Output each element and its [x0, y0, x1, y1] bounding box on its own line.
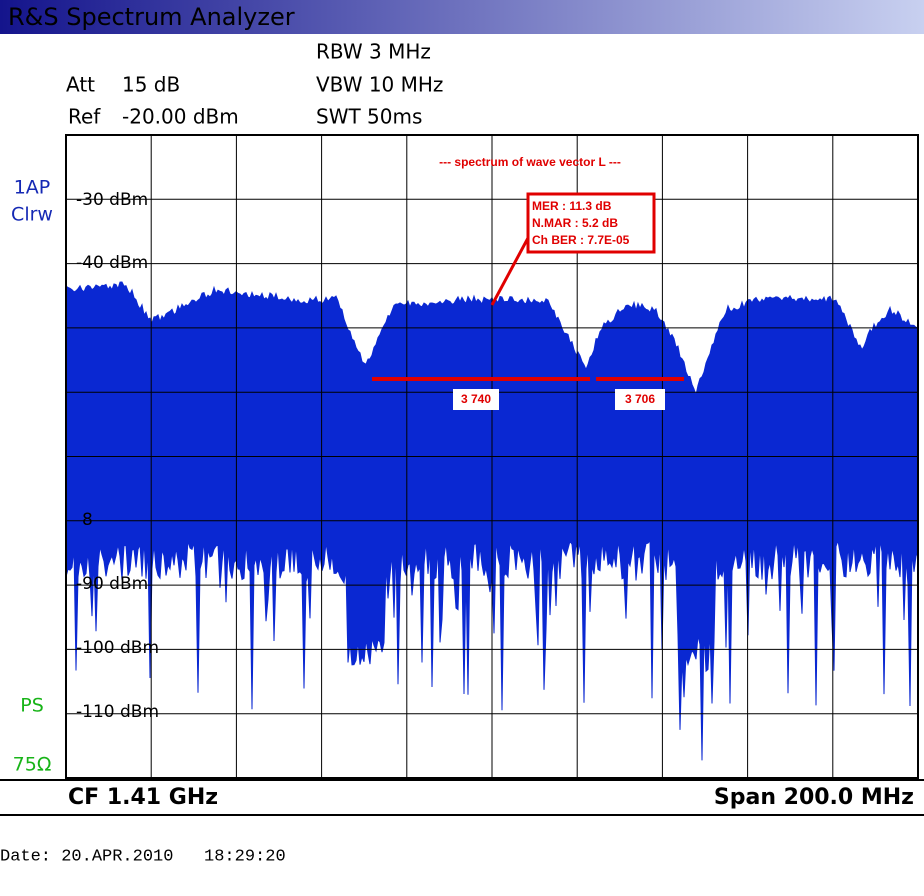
callout-line	[490, 237, 530, 306]
ref: Ref	[68, 105, 101, 129]
ref-value: -20.00 dBm	[122, 105, 239, 129]
annotation-title: --- spectrum of wave vector L ---	[439, 155, 621, 169]
y-label: -40 dBm	[76, 253, 148, 273]
measurement: MER : 11.3 dB	[532, 199, 612, 213]
y-label: -30 dBm	[76, 190, 148, 210]
y-label: -100 dBm	[76, 638, 159, 658]
window-title: R&S Spectrum Analyzer	[8, 3, 295, 31]
center-frequency: CF 1.41 GHz	[68, 785, 218, 810]
title-bar	[0, 0, 924, 34]
y-label: -110 dBm	[76, 702, 159, 722]
rbw: RBW 3 MHz	[316, 40, 431, 64]
swt: SWT 50ms	[316, 105, 422, 129]
att-value: 15 dB	[122, 73, 180, 97]
measurement: Ch BER : 7.7E-05	[532, 233, 630, 247]
channel-box	[453, 389, 499, 410]
channel-label: 3 740	[461, 392, 491, 406]
y-label: 8	[82, 510, 93, 530]
vbw: VBW 10 MHz	[316, 73, 443, 97]
impedance-label: 75Ω	[13, 754, 52, 776]
channel-label: 3 706	[625, 392, 655, 406]
y-label: -90 dBm	[76, 574, 148, 594]
date: Date: 20.APR.2010 18:29:20	[0, 847, 286, 866]
ps-label: PS	[20, 695, 44, 717]
measurement: N.MAR : 5.2 dB	[532, 216, 618, 230]
measurement-box	[526, 192, 656, 254]
att: Att	[66, 73, 95, 97]
plot: -30 dBm -40 dBm 8 -90 dBm -100 dBm -110 dBm --…	[65, 135, 919, 778]
channel-box	[615, 389, 665, 410]
trace-label: 1AP	[14, 177, 51, 199]
plot-frame	[65, 134, 919, 779]
span: Span 200.0 MHz	[714, 785, 914, 810]
mode-label: Clrw	[11, 204, 53, 226]
